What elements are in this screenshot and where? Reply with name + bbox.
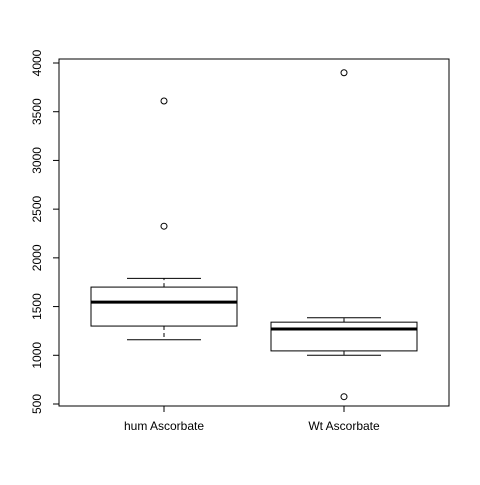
y-tick-label: 1000: [30, 342, 44, 369]
x-tick-label: hum Ascorbate: [124, 419, 204, 433]
plot-frame: [58, 58, 450, 407]
y-tick-label: 3500: [30, 98, 44, 125]
outlier-point: [160, 222, 168, 230]
y-tick-label: 4000: [30, 49, 44, 76]
outlier-point: [160, 97, 168, 105]
y-tick-label: 1500: [30, 293, 44, 320]
y-tick-label: 3000: [30, 147, 44, 174]
outlier-point: [340, 69, 348, 77]
y-tick-label: 2500: [30, 195, 44, 222]
outlier-point: [340, 393, 348, 401]
y-tick-label: 2000: [30, 244, 44, 271]
x-tick-label: Wt Ascorbate: [308, 419, 380, 433]
y-tick-label: 500: [30, 394, 44, 414]
box-iqr: [90, 286, 238, 327]
box-iqr: [270, 321, 418, 352]
